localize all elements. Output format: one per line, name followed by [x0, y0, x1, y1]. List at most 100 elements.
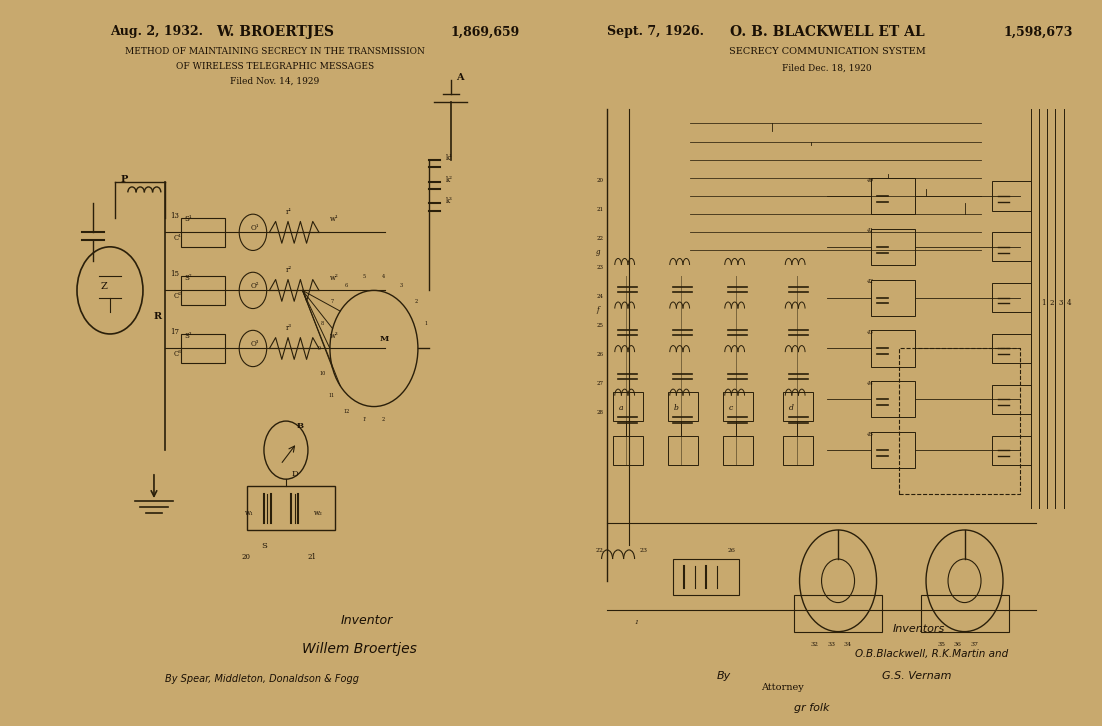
Bar: [871, 229, 915, 265]
Text: 21: 21: [596, 206, 603, 211]
Text: 8: 8: [321, 321, 324, 326]
Text: C¹: C¹: [173, 234, 182, 242]
Text: 42: 42: [865, 279, 873, 284]
Bar: [784, 436, 813, 465]
Bar: [992, 283, 1030, 312]
Text: 1: 1: [1041, 299, 1046, 307]
Bar: [992, 334, 1030, 363]
Text: Willem Broertjes: Willem Broertjes: [302, 643, 418, 656]
Bar: [784, 392, 813, 421]
Bar: [723, 392, 753, 421]
Text: 12: 12: [344, 409, 349, 414]
Text: Inventor: Inventor: [341, 614, 393, 627]
Text: b: b: [673, 404, 678, 412]
Text: 23: 23: [596, 264, 603, 269]
Text: 36: 36: [953, 642, 961, 647]
Bar: [182, 218, 226, 247]
Bar: [182, 334, 226, 363]
Text: Inventors: Inventors: [893, 624, 946, 634]
Text: 2': 2': [381, 417, 386, 423]
Text: 22: 22: [596, 547, 604, 552]
Text: r³: r³: [285, 325, 292, 333]
Text: 40: 40: [865, 177, 873, 182]
Bar: [871, 330, 915, 367]
Text: 21: 21: [307, 553, 317, 561]
Text: 3: 3: [1058, 299, 1062, 307]
Bar: [668, 436, 698, 465]
Text: By: By: [717, 671, 732, 681]
Text: 32: 32: [811, 642, 819, 647]
Bar: [613, 392, 642, 421]
Text: 1: 1: [635, 620, 638, 625]
Text: 10: 10: [320, 371, 325, 376]
Text: O. B. BLACKWELL ET AL: O. B. BLACKWELL ET AL: [730, 25, 925, 39]
Bar: [871, 381, 915, 417]
Bar: [871, 280, 915, 316]
Text: 41: 41: [865, 228, 873, 233]
Text: 24: 24: [596, 293, 603, 298]
Text: w²: w²: [329, 274, 338, 282]
Bar: [248, 486, 335, 530]
Text: 6: 6: [345, 283, 348, 288]
Bar: [992, 182, 1030, 211]
Text: Filed Dec. 18, 1920: Filed Dec. 18, 1920: [782, 64, 872, 73]
Text: Aug. 2, 1932.: Aug. 2, 1932.: [110, 25, 203, 38]
Text: Filed Nov. 14, 1929: Filed Nov. 14, 1929: [230, 76, 320, 85]
Text: 23: 23: [640, 547, 648, 552]
Text: g: g: [596, 248, 601, 256]
Text: 13: 13: [171, 212, 180, 220]
Text: SECRECY COMMUNICATION SYSTEM: SECRECY COMMUNICATION SYSTEM: [728, 47, 926, 56]
Text: C³: C³: [173, 350, 181, 358]
Bar: [898, 348, 1019, 494]
Text: k¹: k¹: [445, 154, 453, 162]
Bar: [992, 232, 1030, 261]
Text: Sept. 7, 1926.: Sept. 7, 1926.: [607, 25, 704, 38]
Text: A: A: [456, 73, 464, 82]
Text: OF WIRELESS TELEGRAPHIC MESSAGES: OF WIRELESS TELEGRAPHIC MESSAGES: [176, 62, 374, 70]
Bar: [613, 436, 642, 465]
Bar: [723, 436, 753, 465]
Text: 25: 25: [596, 322, 603, 327]
Text: r¹: r¹: [285, 208, 292, 216]
Text: f: f: [596, 306, 598, 314]
Bar: [992, 436, 1030, 465]
Text: R: R: [154, 312, 162, 322]
Text: S¹: S¹: [184, 216, 192, 224]
Text: O¹: O¹: [250, 224, 259, 232]
Text: 17: 17: [171, 328, 180, 336]
Text: 4: 4: [1067, 299, 1071, 307]
Bar: [668, 392, 698, 421]
Text: 9: 9: [317, 346, 321, 351]
Text: W. BROERTJES: W. BROERTJES: [216, 25, 334, 39]
Text: 26: 26: [728, 547, 736, 552]
Text: M: M: [379, 335, 389, 343]
Text: 5: 5: [363, 274, 366, 280]
Text: 3: 3: [400, 283, 403, 288]
Text: c: c: [728, 404, 733, 412]
Text: 35: 35: [937, 642, 946, 647]
Text: 27: 27: [596, 380, 603, 386]
Text: 4: 4: [382, 274, 385, 280]
Bar: [871, 178, 915, 214]
Text: 1': 1': [363, 417, 367, 423]
Text: 43: 43: [865, 330, 873, 335]
Text: r²: r²: [285, 266, 292, 274]
Text: 7: 7: [331, 299, 334, 304]
Text: 33: 33: [826, 642, 835, 647]
Text: w¹: w¹: [329, 216, 338, 224]
Text: 28: 28: [596, 409, 603, 415]
Text: 20: 20: [596, 177, 603, 182]
Text: a: a: [618, 404, 623, 412]
Text: METHOD OF MAINTAINING SECRECY IN THE TRANSMISSION: METHOD OF MAINTAINING SECRECY IN THE TRA…: [125, 47, 425, 56]
Bar: [795, 595, 882, 632]
Text: 1: 1: [424, 321, 428, 326]
Text: k³: k³: [445, 197, 452, 205]
Text: 44: 44: [865, 380, 873, 386]
Bar: [673, 559, 739, 595]
Bar: [992, 385, 1030, 414]
Text: 1,869,659: 1,869,659: [451, 25, 520, 38]
Text: 45: 45: [865, 431, 873, 436]
Text: O³: O³: [250, 340, 259, 348]
Text: 11: 11: [328, 393, 335, 398]
Text: w₁: w₁: [245, 510, 253, 518]
